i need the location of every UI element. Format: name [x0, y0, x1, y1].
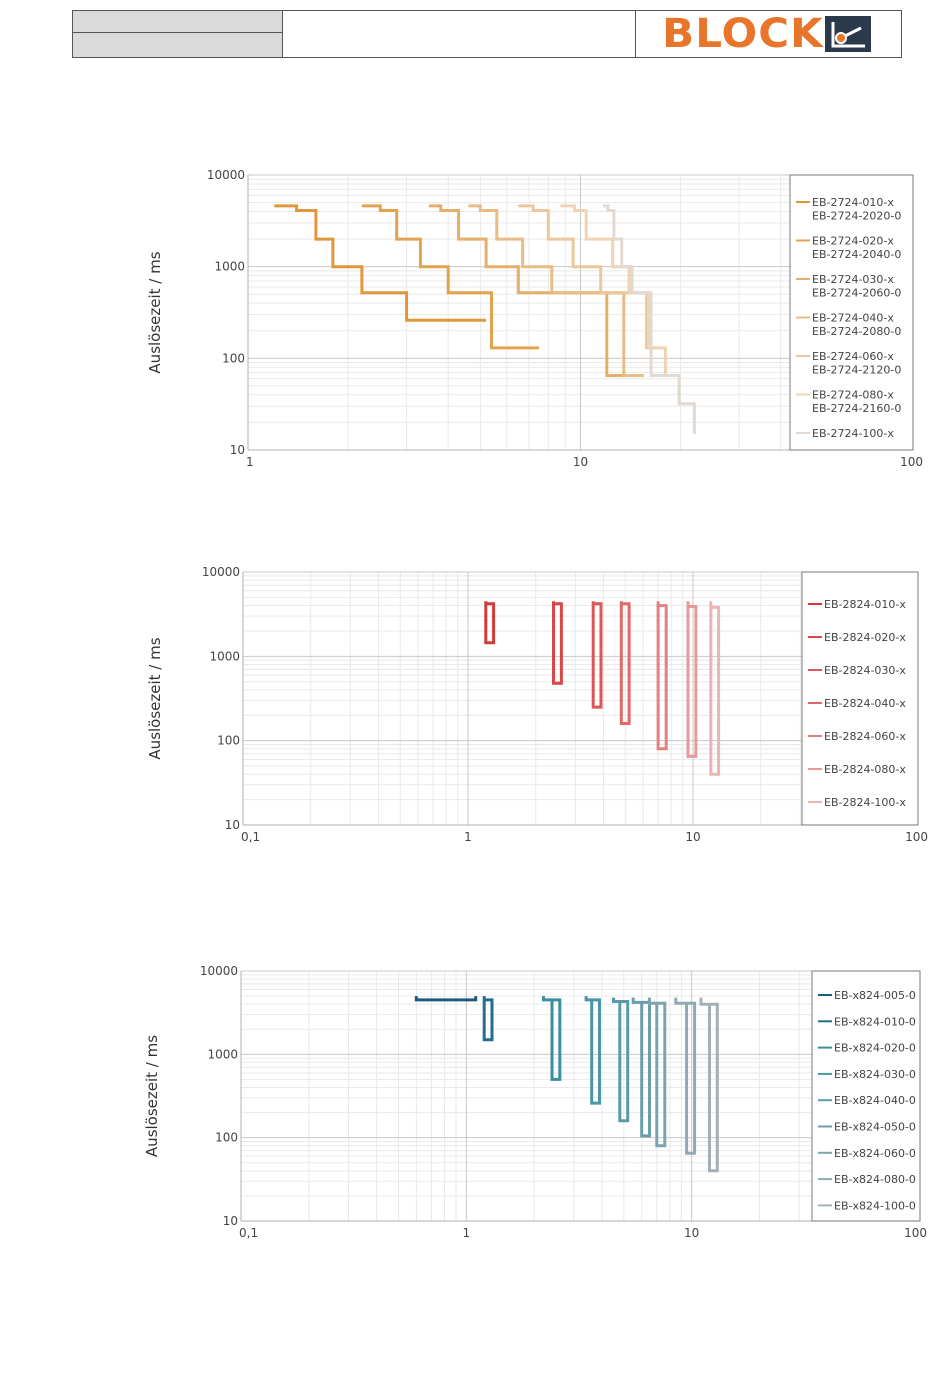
series-line-7 — [603, 204, 696, 434]
legend-label: EB-2724-060-x — [812, 350, 894, 363]
legend-label: EB-x824-100-0 — [834, 1199, 916, 1212]
legend-label: EB-2724-2020-0 — [812, 210, 901, 223]
legend-label: EB-x824-030-0 — [834, 1068, 916, 1081]
legend-label: EB-x824-010-0 — [834, 1015, 916, 1028]
y-tick-label: 1000 — [209, 649, 240, 663]
y-tick-label: 100 — [222, 351, 245, 365]
series-line-8 — [674, 997, 697, 1155]
legend-label: EB-2824-010-x — [824, 598, 906, 611]
legend-label: EB-x824-005-0 — [834, 989, 916, 1002]
y-tick-label: 1000 — [214, 260, 245, 274]
series-line-5 — [518, 204, 658, 350]
y-axis-label: Auslösezeit / ms — [146, 637, 164, 759]
series-line-5 — [656, 601, 668, 751]
x-tick-label: 100 — [905, 830, 928, 844]
legend-label: EB-2724-010-x — [812, 196, 894, 209]
series-line-2 — [361, 204, 539, 350]
brand-logo-icon — [825, 16, 872, 52]
y-tick-label: 100 — [215, 1131, 238, 1145]
legend-label: EB-2824-040-x — [824, 697, 906, 710]
series-line-4 — [619, 601, 631, 725]
x-tick-label: 100 — [900, 455, 923, 469]
legend-label: EB-2724-080-x — [812, 389, 894, 402]
legend-label: EB-2724-040-x — [812, 312, 894, 325]
series-line-1 — [414, 996, 478, 1002]
grid — [240, 970, 918, 1222]
y-tick-label: 10 — [223, 1214, 238, 1228]
series-line-3 — [591, 601, 603, 709]
legend-label: EB-2824-080-x — [824, 763, 906, 776]
series-line-2 — [552, 601, 563, 685]
brand-logo: BLOCK — [636, 11, 901, 57]
legend-label: EB-2724-100-x — [812, 427, 894, 440]
series-line-6 — [686, 601, 698, 758]
legend-label: EB-2824-100-x — [824, 796, 906, 809]
x-tick-label: 10 — [684, 1226, 699, 1240]
x-tick-label: 1 — [246, 455, 254, 469]
legend-label: EB-2724-020-x — [812, 235, 894, 248]
x-tick-label: 1 — [464, 830, 472, 844]
series-line-4 — [468, 204, 644, 377]
legend-label: EB-x824-080-0 — [834, 1173, 916, 1186]
series-line-3 — [428, 204, 624, 377]
legend-label: EB-x824-020-0 — [834, 1042, 916, 1055]
y-tick-label: 10000 — [202, 565, 240, 579]
y-tick-label: 10 — [230, 443, 245, 457]
header-field-group — [73, 11, 283, 57]
y-tick-label: 10 — [225, 818, 240, 832]
y-tick-label: 10000 — [200, 964, 238, 978]
document-header: BLOCK — [72, 10, 902, 58]
x-tick-label: 100 — [904, 1226, 927, 1240]
legend-label: EB-2724-2080-0 — [812, 325, 901, 338]
header-field-top — [73, 11, 282, 33]
legend-label: EB-2724-2060-0 — [812, 287, 901, 300]
legend-box — [801, 571, 919, 826]
y-tick-label: 10000 — [207, 168, 245, 182]
legend-box — [789, 174, 914, 451]
brand-logo-text: BLOCK — [661, 11, 824, 57]
series-line-9 — [699, 997, 719, 1173]
header-field-bottom — [73, 33, 282, 57]
series-line-5 — [612, 997, 630, 1123]
legend-label: EB-2824-030-x — [824, 664, 906, 677]
legend-label: EB-2724-2120-0 — [812, 364, 901, 377]
chart-2: 10 100 1000 10000 0,1 1 10 100 Auslösezeit / ms E… — [146, 565, 928, 844]
chart-3: 10 100 1000 10000 0,1 1 10 100 Auslösezeit / ms E… — [143, 964, 927, 1240]
x-tick-label: 10 — [685, 830, 700, 844]
legend-label: EB-2724-2040-0 — [812, 248, 901, 261]
legend-label: EB-2824-020-x — [824, 631, 906, 644]
series-line-4 — [584, 996, 601, 1105]
y-tick-label: 100 — [217, 734, 240, 748]
series-line-6 — [631, 997, 651, 1138]
x-tick-label: 1 — [463, 1226, 471, 1240]
legend-label: EB-x824-060-0 — [834, 1147, 916, 1160]
header-title-field — [283, 11, 636, 57]
series-line-2 — [482, 996, 494, 1042]
legend-label: EB-2724-2160-0 — [812, 402, 901, 415]
series-line-7 — [709, 601, 721, 776]
y-tick-label: 1000 — [207, 1047, 238, 1061]
x-tick-label: 10 — [573, 455, 588, 469]
series-line-1 — [484, 601, 496, 645]
series-line-6 — [560, 204, 681, 377]
y-axis-label: Auslösezeit / ms — [143, 1035, 161, 1157]
x-tick-label: 0,1 — [239, 1226, 258, 1240]
legend-label: EB-x824-050-0 — [834, 1121, 916, 1134]
x-tick-label: 0,1 — [241, 830, 260, 844]
legend-label: EB-x824-040-0 — [834, 1094, 916, 1107]
series-line-7 — [648, 997, 667, 1148]
series-line-1 — [274, 204, 487, 322]
legend-label: EB-2824-060-x — [824, 730, 906, 743]
y-axis-label: Auslösezeit / ms — [146, 251, 164, 373]
legend-label: EB-2724-030-x — [812, 273, 894, 286]
series-line-3 — [542, 996, 562, 1081]
